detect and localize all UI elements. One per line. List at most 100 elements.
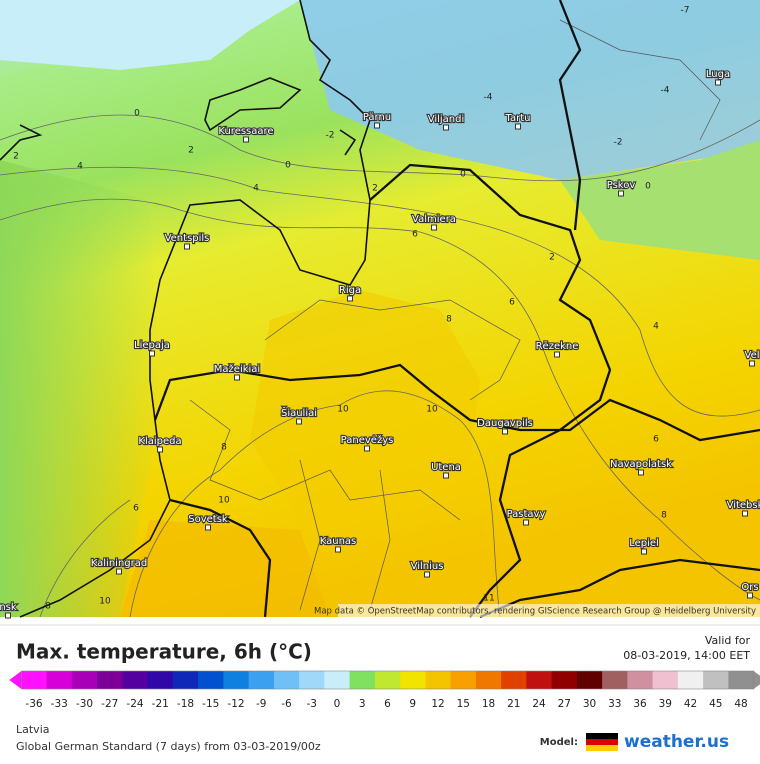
city-marker bbox=[618, 190, 624, 197]
region-borders bbox=[189, 19, 721, 611]
city-marker bbox=[431, 224, 437, 231]
colorbar-segment bbox=[324, 671, 351, 689]
contour-label: 6 bbox=[412, 230, 418, 240]
colorbar-segment bbox=[374, 671, 401, 689]
city-label: nsk bbox=[0, 602, 17, 613]
city-label: Mažeikiai bbox=[214, 363, 260, 375]
colorbar-segment bbox=[677, 671, 704, 689]
model-label: Model: bbox=[540, 737, 578, 748]
city-marker bbox=[749, 360, 755, 367]
colorbar-tick-label: -3 bbox=[307, 698, 317, 710]
city-marker bbox=[554, 351, 560, 358]
city-label: Kuressaare bbox=[218, 126, 273, 137]
colorbar-tick-label: -24 bbox=[126, 698, 143, 710]
colorbar-tick-label: -18 bbox=[177, 698, 194, 710]
city-label: Pastavy bbox=[507, 509, 546, 520]
contour-label: 10 bbox=[218, 496, 230, 506]
contour-label: 0 bbox=[460, 170, 466, 180]
map bbox=[0, 0, 760, 619]
city-label: Panevėžys bbox=[341, 434, 394, 446]
city-marker bbox=[443, 472, 449, 479]
attribution-bg bbox=[338, 604, 760, 617]
city-label: Rēzekne bbox=[536, 341, 579, 352]
colorbar-tick-label: -21 bbox=[152, 698, 169, 710]
contour-label: 0 bbox=[285, 161, 291, 171]
colorbar-tick-label: 42 bbox=[684, 698, 697, 710]
colorbar-segment bbox=[46, 671, 73, 689]
city-label: Kaliningrad bbox=[91, 558, 147, 569]
colorbar-arrow bbox=[753, 671, 760, 689]
colorbar-tick-label: 0 bbox=[334, 698, 341, 710]
colorbar-segment bbox=[97, 671, 123, 689]
city-marker bbox=[747, 592, 753, 599]
cold-area bbox=[0, 0, 300, 70]
colorbar-segment bbox=[728, 671, 755, 689]
brand[interactable]: weather.us bbox=[624, 732, 729, 752]
city-marker bbox=[157, 446, 163, 453]
colorbar-tick-label: 30 bbox=[583, 698, 596, 710]
colorbar-tick-label: 39 bbox=[659, 698, 672, 710]
city-label: Liepaja bbox=[134, 340, 170, 351]
contour-label: -4 bbox=[484, 93, 493, 103]
contour-label: -2 bbox=[614, 138, 623, 148]
contour-label: 2 bbox=[13, 152, 19, 162]
city-marker bbox=[742, 510, 748, 517]
contour-label: 10 bbox=[337, 405, 349, 415]
colorbar-tick-label: 21 bbox=[507, 698, 520, 710]
city-label: Ors bbox=[741, 582, 758, 593]
city-marker bbox=[347, 295, 353, 302]
colorbar-segment bbox=[576, 671, 603, 689]
contour-label: 4 bbox=[253, 184, 259, 194]
colorbar-segment bbox=[501, 671, 527, 689]
city-label: Luga bbox=[706, 69, 730, 80]
colorbar-segment bbox=[551, 671, 578, 689]
colorbar-tick-label: -33 bbox=[51, 698, 68, 710]
colorbar-segment bbox=[198, 671, 224, 689]
city-marker bbox=[205, 524, 211, 531]
contour-label: 11 bbox=[483, 594, 494, 604]
contours bbox=[0, 114, 760, 618]
colorbar-segment bbox=[450, 671, 477, 689]
colorbar-tick-label: -36 bbox=[25, 698, 42, 710]
colorbar-frame bbox=[21, 670, 754, 690]
contour-label: 0 bbox=[134, 109, 140, 119]
region: Latvia bbox=[16, 723, 50, 736]
colorbar-segment bbox=[425, 671, 452, 689]
city-marker bbox=[424, 571, 430, 578]
contour-label: 6 bbox=[133, 504, 139, 514]
city-marker bbox=[443, 124, 449, 131]
contour-label: 0 bbox=[645, 182, 651, 192]
legend-title: Max. temperature, 6h (°C) bbox=[16, 640, 312, 664]
country-borders bbox=[153, 0, 760, 619]
city-marker bbox=[335, 546, 341, 553]
city-marker bbox=[296, 418, 302, 425]
flag bbox=[586, 733, 618, 751]
colorbar: -36 -33 -30 -27 -24 -21 -18 -15 -12 -9 -6 -3 0 3 6 9 12 1… bbox=[9, 670, 760, 710]
contour-label: 8 bbox=[661, 511, 667, 521]
city-label: Riga bbox=[339, 285, 361, 296]
contour-label: 4 bbox=[653, 322, 659, 332]
colorbar-segment bbox=[703, 671, 729, 689]
colorbar-tick-label: -15 bbox=[202, 698, 219, 710]
city-marker bbox=[502, 428, 508, 435]
attribution: Map data © OpenStreetMap contributors, r… bbox=[314, 607, 756, 617]
colorbar-tick-label: 24 bbox=[532, 698, 546, 710]
colorbar-tick-label: -6 bbox=[281, 698, 292, 710]
contour-labels: -7 -4 -4 -2 -2 0 0 0 0 2 2 2 2 4 4 4 6 6 6 6 8 8 8 10 10 10 10 8 11 bbox=[13, 6, 689, 612]
city-marker bbox=[641, 548, 647, 555]
colorbar-tick-label: -30 bbox=[76, 698, 93, 710]
city-label: Vilnius bbox=[411, 561, 444, 572]
mild-area bbox=[560, 140, 760, 260]
warm-area bbox=[250, 290, 480, 520]
contour-label: 10 bbox=[426, 405, 438, 415]
city-label: Pskov bbox=[607, 180, 636, 191]
colorbar-tick-label: 18 bbox=[482, 698, 495, 710]
colorbar-segment bbox=[299, 671, 325, 689]
colorbar-segment bbox=[627, 671, 654, 689]
colorbar-segment bbox=[122, 671, 149, 689]
city-label: Klaipeda bbox=[138, 436, 181, 447]
city-marker bbox=[364, 445, 370, 452]
contour-label: 6 bbox=[653, 435, 659, 445]
city-label: Pärnu bbox=[363, 112, 391, 123]
colorbar-tick-label: -9 bbox=[256, 698, 266, 710]
